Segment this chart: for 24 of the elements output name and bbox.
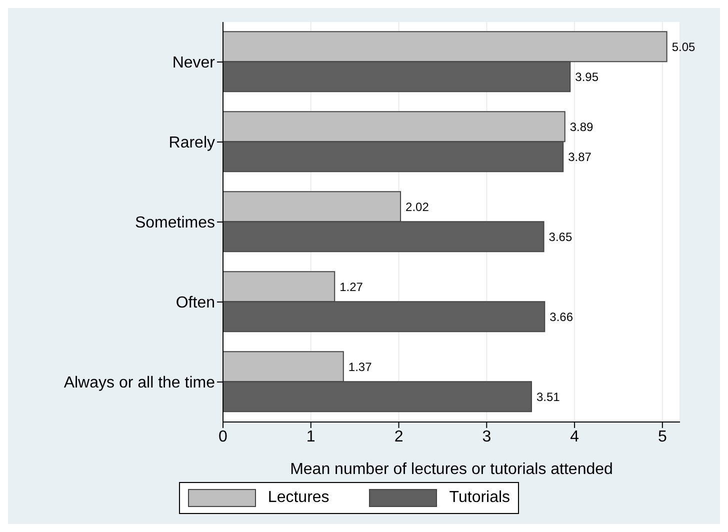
data-label: 3.95 (575, 70, 599, 84)
legend-label: Tutorials (449, 489, 510, 507)
data-label: 5.05 (672, 40, 696, 54)
data-label: 1.27 (340, 280, 364, 294)
data-label: 3.51 (536, 390, 560, 404)
x-tick-label: 1 (306, 428, 316, 446)
data-label: 2.02 (406, 200, 430, 214)
legend-label: Lectures (268, 489, 330, 507)
y-tick-label: Never (172, 54, 216, 72)
x-tick-label: 2 (394, 428, 404, 446)
x-axis-title: Mean number of lectures or tutorials attended (290, 461, 613, 478)
x-tick-label: 0 (218, 428, 228, 446)
x-tick-label: 3 (482, 428, 492, 446)
data-label: 3.87 (568, 150, 592, 164)
x-tick-label: 5 (658, 428, 667, 446)
y-tick-label: Sometimes (134, 214, 215, 232)
data-label: 3.89 (570, 120, 594, 134)
data-label: 3.66 (550, 310, 574, 324)
y-tick-label: Rarely (168, 134, 215, 152)
data-label: 1.37 (348, 360, 372, 374)
y-tick-label: Often (176, 294, 215, 312)
y-tick-label: Always or all the time (64, 374, 216, 392)
data-label: 3.65 (548, 230, 572, 244)
x-tick-label: 4 (570, 428, 580, 446)
